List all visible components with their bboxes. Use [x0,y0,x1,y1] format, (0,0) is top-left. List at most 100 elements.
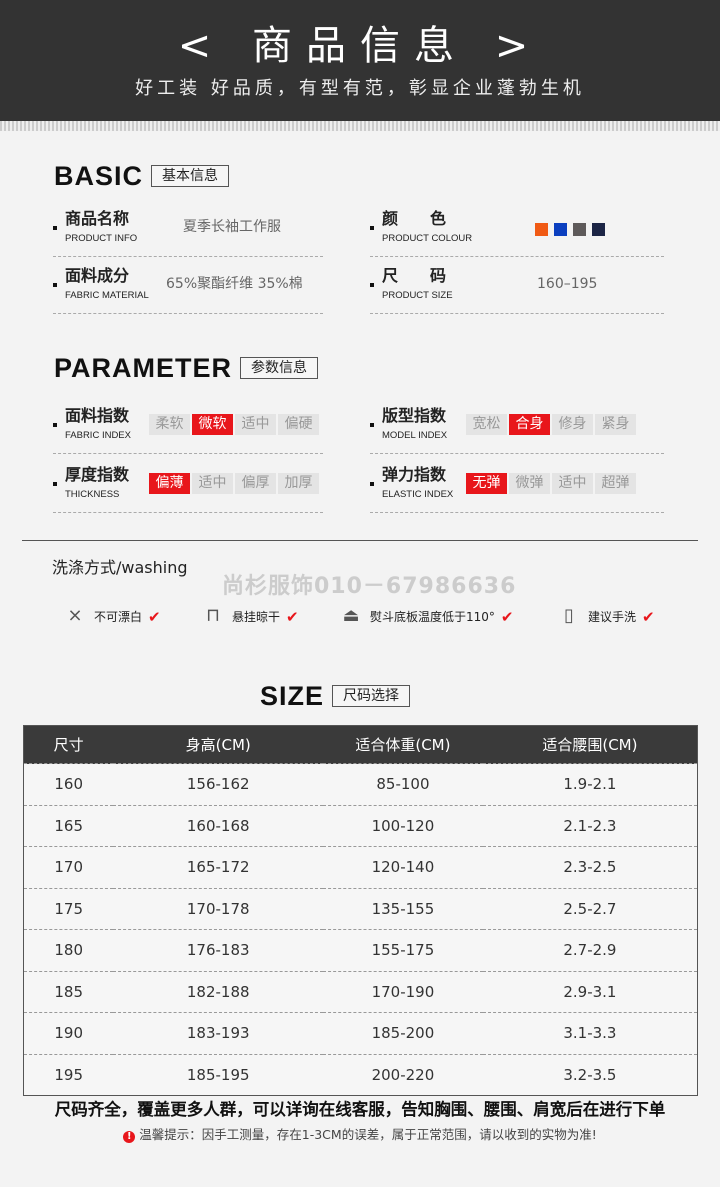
product-info-row: 商品名称 PRODUCT INFO 夏季长袖工作服 [53,200,323,257]
fabric-index-row: 面料指数 FABRIC INDEX 柔软 微软 适中 偏硬 [53,397,323,454]
parameter-section-title: PARAMETER 参数信息 [54,352,319,384]
label-en: MODEL INDEX [382,430,448,441]
model-index-row: 版型指数 MODEL INDEX 宽松 合身 修身 紧身 [370,397,664,454]
bullet [370,226,374,230]
value: 160–195 [537,276,598,292]
table-cell: 155-175 [323,929,483,971]
warning-icon: ! [123,1131,136,1143]
table-cell: 185-200 [323,1012,483,1054]
check-icon: ✔ [500,608,514,626]
tip: ! 温馨提示：因手工测量，存在1-3CM的误差，属于正常范围，请以收到的实物为准! [0,1127,720,1143]
table-cell: 2.9-3.1 [482,970,698,1013]
product-size-row: 尺 码 PRODUCT SIZE 160–195 [370,257,664,314]
check-icon: ✔ [148,608,161,626]
table-cell: 165-172 [113,846,324,888]
table-cell: 180 [23,929,114,971]
index-option: 适中 [192,473,233,494]
wash-item: ▯ 建议手洗 ✔ [556,604,655,630]
column-header: 适合腰围(CM) [482,725,698,764]
label-en: FABRIC MATERIAL [65,290,149,301]
banner-subtitle: 好工装 好品质，有型有范，彰显企业蓬勃生机 [135,78,585,99]
table-cell: 100-120 [323,804,483,847]
index-option: 偏硬 [278,414,319,435]
table-row: 195 185-195 200-220 3.2-3.5 [23,1053,698,1096]
size-section-title: SIZE 尺码选择 [260,680,411,712]
color-swatches [535,223,605,236]
size-heading: SIZE [260,681,325,711]
index-option: 适中 [552,473,593,494]
table-cell: 185-195 [113,1053,324,1096]
table-row: 170 165-172 120-140 2.3-2.5 [23,846,698,888]
basic-heading: BASIC [54,161,144,191]
label-en: PRODUCT COLOUR [382,233,473,244]
label-cn: 商品名称 [65,209,130,228]
basic-tag: 基本信息 [151,165,230,187]
basic-section-title: BASIC 基本信息 [54,160,230,192]
table-cell: 156-162 [113,763,324,805]
color-swatch-navy[interactable] [592,223,605,236]
wash-item: ⏏ 熨斗底板温度低于110° ✔ [338,604,513,630]
table-row: 160 156-162 85-100 1.9-2.1 [23,763,698,805]
size-table: 尺寸 身高(CM) 适合体重(CM) 适合腰围(CM) 160 156-162 85-10… [23,725,698,1096]
table-cell: 2.1-2.3 [482,804,698,847]
table-cell: 176-183 [113,929,324,971]
label-cn: 颜 色 [382,209,447,228]
index-options: 无弹 微弹 适中 超弹 [466,473,636,494]
table-cell: 1.9-2.1 [482,763,698,805]
table-row: 185 182-188 170-190 2.9-3.1 [23,970,698,1013]
label-en: FABRIC INDEX [65,430,131,441]
label-en: PRODUCT INFO [65,233,138,244]
index-option: 修身 [552,414,593,435]
divider [22,540,698,541]
index-option: 偏薄 [149,473,190,494]
column-header: 尺寸 [23,725,114,764]
table-cell: 175 [23,887,114,930]
table-row: 175 170-178 135-155 2.5-2.7 [23,887,698,930]
bullet [370,283,374,287]
fabric-material-row: 面料成分 FABRIC MATERIAL 65%聚酯纤维 35%棉 [53,257,323,314]
color-swatch-orange[interactable] [535,223,548,236]
table-cell: 190 [23,1012,114,1054]
bullet [370,423,374,427]
table-row: 165 160-168 100-120 2.1-2.3 [23,804,698,847]
index-option: 适中 [235,414,276,435]
table-cell: 170-178 [113,887,324,930]
size-tag: 尺码选择 [332,685,411,707]
hand-wash-icon: ▯ [564,605,574,626]
value: 夏季长袖工作服 [183,219,281,235]
index-options: 偏薄 适中 偏厚 加厚 [149,473,319,494]
check-icon: ✔ [286,608,299,626]
table-cell: 135-155 [323,887,483,930]
index-option: 超弹 [595,473,636,494]
column-header: 身高(CM) [113,725,324,764]
table-cell: 165 [23,804,114,847]
header-banner: < 商品信息 > 好工装 好品质，有型有范，彰显企业蓬勃生机 [0,0,720,121]
bullet [53,423,57,427]
color-swatch-blue[interactable] [554,223,567,236]
wash-label: 悬挂晾干 [232,610,281,624]
table-cell: 160-168 [113,804,324,847]
iron-icon: ⏏ [342,605,360,626]
table-cell: 120-140 [323,846,483,888]
banner-title: < 商品信息 > [177,23,543,69]
index-option: 合身 [509,414,550,435]
divider-stripe [0,121,720,131]
parameter-tag: 参数信息 [240,357,319,379]
label-cn: 厚度指数 [65,465,130,484]
index-option: 宽松 [466,414,507,435]
table-row: 190 183-193 185-200 3.1-3.3 [23,1012,698,1054]
no-bleach-icon: ⨯ [67,605,83,626]
index-option: 偏厚 [235,473,276,494]
washing-title: 洗涤方式/washing [52,558,188,577]
bullet [53,482,57,486]
index-option: 无弹 [466,473,507,494]
table-cell: 200-220 [323,1053,483,1096]
wash-label: 建议手洗 [588,610,637,624]
hang-dry-icon: ⊓ [205,605,221,626]
color-swatch-gray[interactable] [573,223,586,236]
label-cn: 面料成分 [65,266,130,285]
table-cell: 3.1-3.3 [482,1012,698,1054]
wash-label: 熨斗底板温度低于110° [370,610,495,624]
watermark: 尚杉服饰010－67986636 [222,574,517,599]
size-note: 尺码齐全，覆盖更多人群，可以详询在线客服，告知胸围、腰围、肩宽后在进行下单 [54,1100,666,1119]
